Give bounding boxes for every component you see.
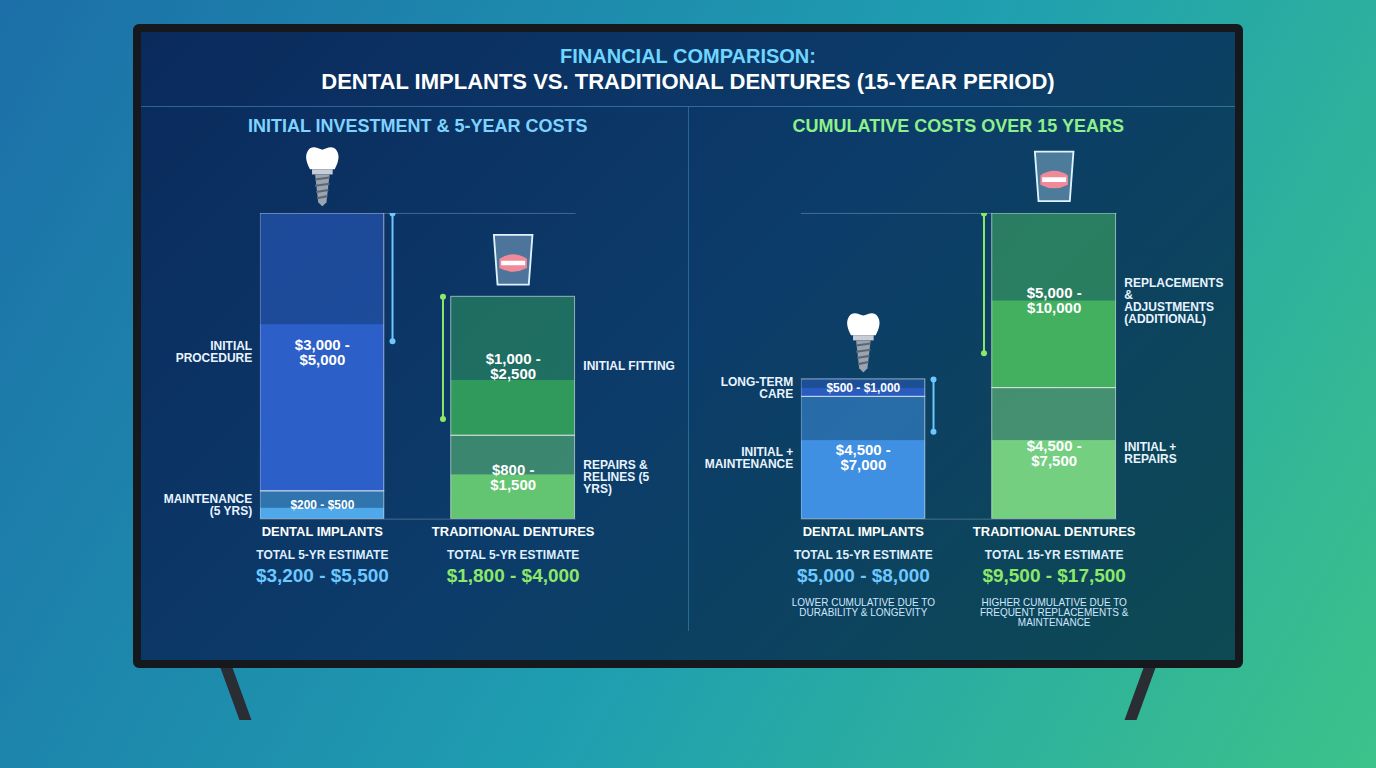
svg-text:LONG-TERMCARE: LONG-TERMCARE [720,375,792,401]
svg-text:$500 - $1,000: $500 - $1,000 [826,381,900,395]
svg-text:DENTAL IMPLANTS: DENTAL IMPLANTS [802,524,924,539]
html-text:INITIAL INVESTMENT & 5-YEAR CO: INITIAL INVESTMENT & 5-YEAR COSTS [247,116,588,136]
svg-text:$1,000 -$2,500: $1,000 -$2,500 [486,350,541,382]
svg-text:$9,500 - $17,500: $9,500 - $17,500 [982,565,1125,586]
svg-text:TOTAL 5-YR ESTIMATE: TOTAL 5-YR ESTIMATE [447,548,579,562]
svg-text:TOTAL 15-YR ESTIMATE: TOTAL 15-YR ESTIMATE [793,548,932,562]
svg-text:INITIAL +MAINTENANCE: INITIAL +MAINTENANCE [704,445,792,471]
html-text:FINANCIAL COMPARISON:: FINANCIAL COMPARISON: [560,45,816,67]
svg-text:TRADITIONAL DENTURES: TRADITIONAL DENTURES [972,524,1135,539]
svg-text:$3,000 -$5,000: $3,000 -$5,000 [295,336,350,368]
svg-text:$5,000 - $8,000: $5,000 - $8,000 [796,565,929,586]
svg-text:REPLACEMENTS&ADJUSTMENTS(ADDIT: REPLACEMENTS&ADJUSTMENTS(ADDITIONAL) [1124,276,1223,326]
html-text:CUMULATIVE COSTS OVER 15 YEARS: CUMULATIVE COSTS OVER 15 YEARS [792,116,1124,136]
svg-text:$5,000 -$10,000: $5,000 -$10,000 [1026,284,1081,316]
svg-text:TOTAL 5-YR ESTIMATE: TOTAL 5-YR ESTIMATE [256,548,388,562]
svg-text:INITIALPROCEDURE: INITIALPROCEDURE [176,339,252,365]
svg-text:TOTAL 15-YR ESTIMATE: TOTAL 15-YR ESTIMATE [984,548,1123,562]
svg-text:$4,500 -$7,500: $4,500 -$7,500 [1026,437,1081,469]
svg-text:$4,500 -$7,000: $4,500 -$7,000 [835,441,890,473]
svg-text:$1,800 - $4,000: $1,800 - $4,000 [447,565,580,586]
svg-text:LOWER CUMULATIVE DUE TODURABIL: LOWER CUMULATIVE DUE TODURABILITY & LONG… [791,597,934,618]
svg-text:HIGHER CUMULATIVE DUE TOFREQUE: HIGHER CUMULATIVE DUE TOFREQUENT REPLACE… [979,597,1128,628]
svg-text:INITIAL +REPAIRS: INITIAL +REPAIRS [1124,440,1176,466]
svg-text:INITIAL FITTING: INITIAL FITTING [583,359,675,373]
svg-text:REPAIRS &RELINES (5YRS): REPAIRS &RELINES (5YRS) [583,458,649,496]
svg-text:TRADITIONAL DENTURES: TRADITIONAL DENTURES [432,524,595,539]
svg-text:$3,200 - $5,500: $3,200 - $5,500 [256,565,389,586]
html-text:DENTAL IMPLANTS VS. TRADITIONA: DENTAL IMPLANTS VS. TRADITIONAL DENTURES… [321,69,1055,94]
svg-text:$800 -$1,500: $800 -$1,500 [490,461,536,493]
svg-text:$200 - $500: $200 - $500 [290,498,354,512]
svg-text:MAINTENANCE(5 YRS): MAINTENANCE(5 YRS) [164,492,252,518]
svg-text:DENTAL IMPLANTS: DENTAL IMPLANTS [262,524,384,539]
